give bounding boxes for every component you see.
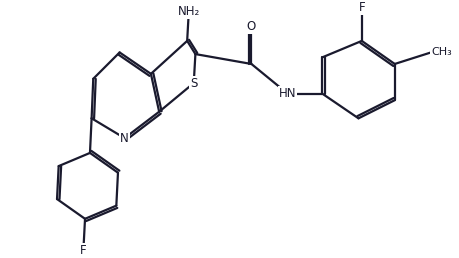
- Text: F: F: [358, 2, 365, 14]
- Text: HN: HN: [279, 87, 297, 100]
- Text: O: O: [247, 20, 256, 33]
- Text: F: F: [80, 244, 87, 257]
- Text: NH₂: NH₂: [178, 5, 200, 18]
- Text: CH₃: CH₃: [431, 47, 452, 58]
- Text: S: S: [190, 77, 197, 90]
- Text: N: N: [120, 132, 129, 144]
